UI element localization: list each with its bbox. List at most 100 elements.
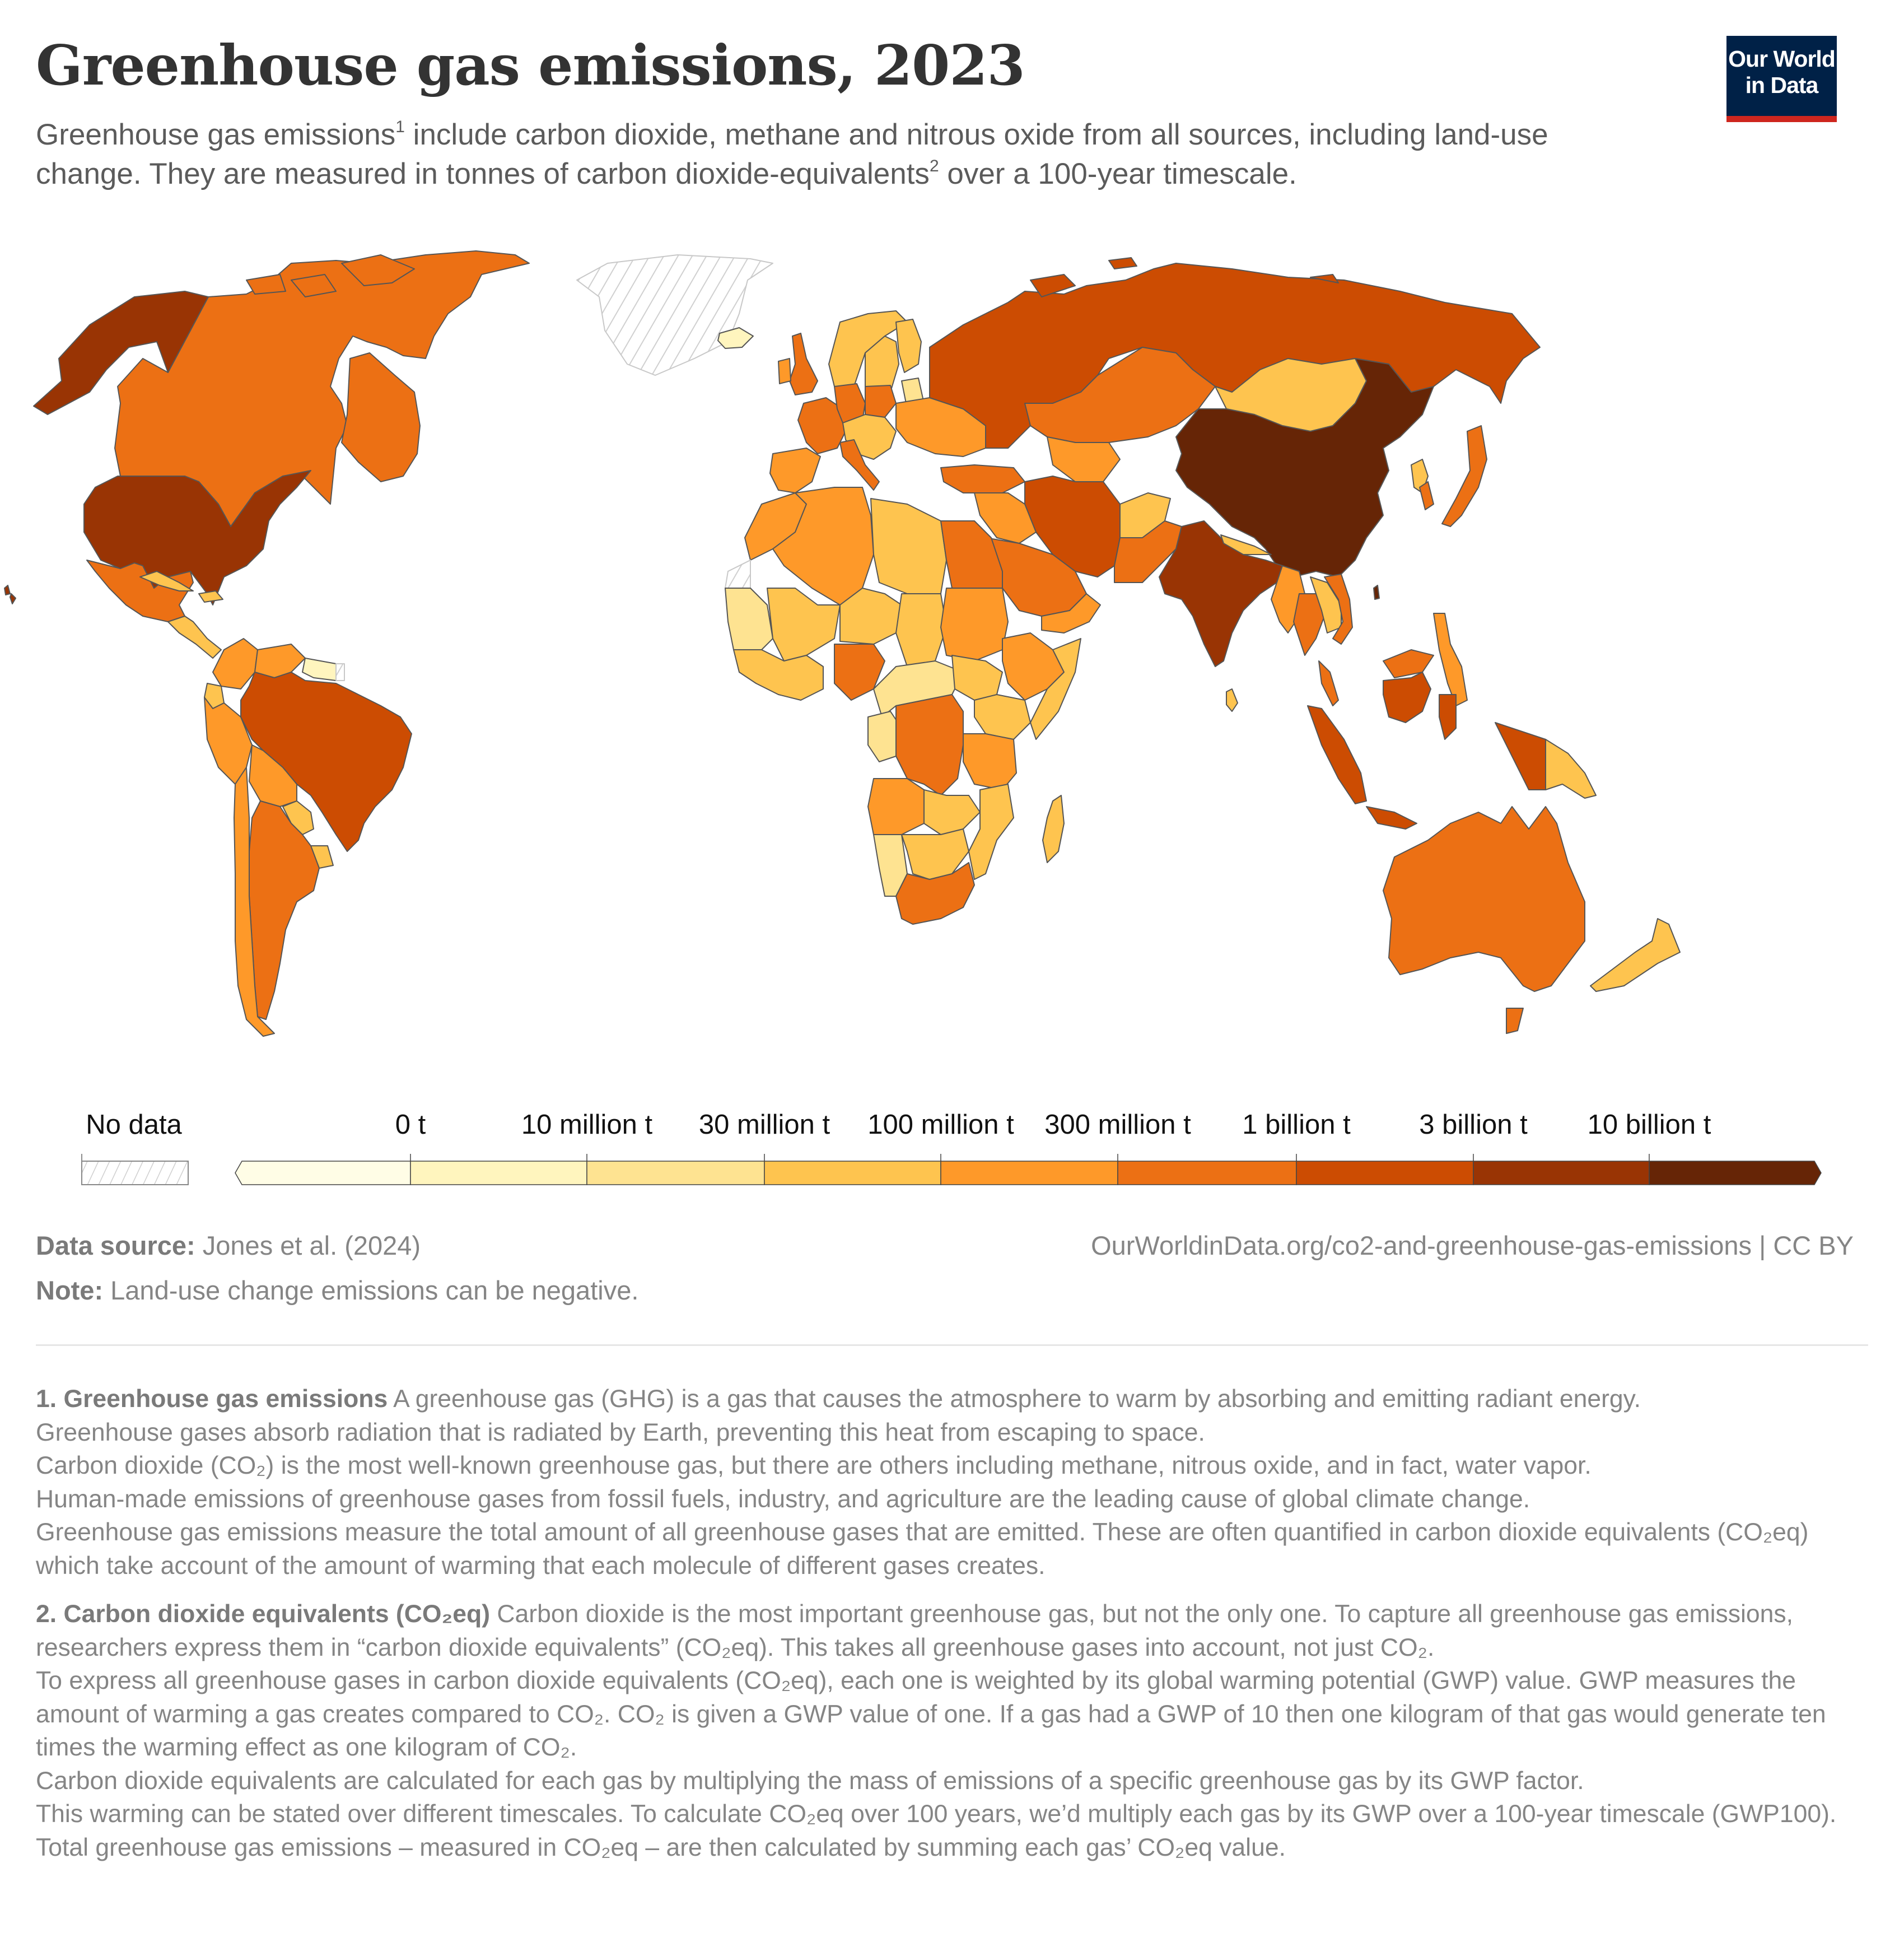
divider xyxy=(36,1344,1868,1346)
country-western-sahara[interactable] xyxy=(725,560,751,589)
country-italy[interactable] xyxy=(839,439,880,491)
country-south-korea[interactable] xyxy=(1419,481,1434,510)
country-hispaniola[interactable] xyxy=(198,590,223,603)
country-dr-congo[interactable] xyxy=(895,694,964,796)
subtitle-text-3: over a 100-year timescale. xyxy=(939,157,1297,190)
country-chad[interactable] xyxy=(895,593,947,667)
country-french-guiana[interactable] xyxy=(335,663,345,681)
country-mali[interactable] xyxy=(767,588,841,662)
country-pakistan[interactable] xyxy=(1114,520,1182,583)
country-mozambique[interactable] xyxy=(968,784,1014,880)
legend-swatch-bin-5[interactable] xyxy=(1117,1161,1297,1185)
legend-swatch-bin-2[interactable] xyxy=(586,1161,765,1185)
country-finland[interactable] xyxy=(895,319,922,373)
country-west-africa-coast[interactable] xyxy=(733,649,824,701)
legend-swatch-bin-3[interactable] xyxy=(764,1161,941,1185)
country-philippines[interactable] xyxy=(1433,613,1468,706)
legend-swatch-bin-1[interactable] xyxy=(410,1161,587,1185)
legend-swatch-bin-0[interactable] xyxy=(235,1161,411,1185)
country-egypt[interactable] xyxy=(940,520,1003,589)
country-nepal-bhutan[interactable] xyxy=(1220,534,1272,555)
legend-label-0: 0 t xyxy=(395,1110,426,1140)
footnote-2-title: 2. Carbon dioxide equivalents (CO₂eq) xyxy=(36,1600,491,1628)
legend-swatch-bin-4[interactable] xyxy=(940,1161,1118,1185)
country-poland[interactable] xyxy=(865,385,897,418)
country-sudan[interactable] xyxy=(940,588,1009,662)
footnote-1-line: Greenhouse gases absorb radiation that i… xyxy=(36,1418,1205,1446)
country-tanzania[interactable] xyxy=(963,733,1017,790)
source-value[interactable]: Jones et al. (2024) xyxy=(202,1231,421,1260)
country-malaysia[interactable] xyxy=(1318,649,1434,706)
country-iceland[interactable] xyxy=(717,327,754,349)
legend-swatch-bin-7[interactable] xyxy=(1473,1161,1650,1185)
country-vietnam[interactable] xyxy=(1324,574,1353,645)
country-papua-new-guinea[interactable] xyxy=(1545,739,1597,799)
country-cuba[interactable] xyxy=(139,571,194,591)
country-alaska-us[interactable] xyxy=(33,291,209,415)
country-australia[interactable] xyxy=(1383,806,1585,992)
country-united-states[interactable] xyxy=(83,470,311,605)
legend-swatch-bin-6[interactable] xyxy=(1296,1161,1474,1185)
country-turkey[interactable] xyxy=(940,464,1025,493)
country-sri-lanka[interactable] xyxy=(1226,688,1238,712)
legend-label-3: 100 million t xyxy=(867,1110,1014,1140)
footnote-ref-1[interactable]: 1 xyxy=(395,118,405,136)
country-guyana-suriname[interactable] xyxy=(302,658,337,681)
country-brazil[interactable] xyxy=(240,672,412,852)
country-indonesia[interactable] xyxy=(1307,672,1546,830)
country-colombia[interactable] xyxy=(212,638,258,690)
country-libya[interactable] xyxy=(870,498,947,594)
note-label: Note: xyxy=(36,1275,104,1305)
country-zambia[interactable] xyxy=(923,789,981,835)
country-tasmania[interactable] xyxy=(1506,1008,1524,1034)
country-central-america[interactable] xyxy=(167,616,222,659)
chart-subtitle: Greenhouse gas emissions1 include carbon… xyxy=(36,115,1660,194)
country-new-zealand[interactable] xyxy=(1590,918,1681,992)
country-russia-north-islands[interactable] xyxy=(1030,257,1339,297)
legend-swatch-bin-8[interactable] xyxy=(1649,1161,1822,1185)
country-venezuela[interactable] xyxy=(254,644,306,678)
legend-bar xyxy=(81,1154,1822,1185)
country-oman-yemen[interactable] xyxy=(1041,593,1101,634)
footnote-2-line: To express all greenhouse gases in carbo… xyxy=(36,1667,1826,1761)
country-greenland[interactable] xyxy=(576,254,773,376)
country-madagascar[interactable] xyxy=(1042,795,1065,863)
footnote-ref-2[interactable]: 2 xyxy=(929,157,939,175)
country-japan[interactable] xyxy=(1441,425,1487,527)
country-south-sudan[interactable] xyxy=(951,655,1003,701)
country-spain-portugal[interactable] xyxy=(769,448,821,493)
footnote-2: 2. Carbon dioxide equivalents (CO₂eq) Ca… xyxy=(36,1597,1861,1864)
footnote-1-line: Carbon dioxide (CO₂) is the most well-kn… xyxy=(36,1452,1592,1479)
country-angola[interactable] xyxy=(867,778,925,835)
chart-title: Greenhouse gas emissions, 2023 xyxy=(36,34,1025,98)
country-somalia[interactable] xyxy=(1030,638,1081,740)
country-canada-arctic-islands[interactable] xyxy=(246,254,415,297)
footnote-1: 1. Greenhouse gas emissions A greenhouse… xyxy=(36,1382,1861,1582)
footnote-2-line: Carbon dioxide equivalents are calculate… xyxy=(36,1767,1584,1795)
footnote-2-line: Carbon dioxide is the most important gre… xyxy=(36,1600,1793,1661)
country-peru[interactable] xyxy=(204,697,253,785)
country-hawaii-us[interactable] xyxy=(4,585,16,604)
country-chile[interactable] xyxy=(234,767,275,1037)
country-canada-east[interactable] xyxy=(341,352,421,482)
country-ireland[interactable] xyxy=(778,358,791,384)
legend-label-7: 10 billion t xyxy=(1587,1110,1711,1140)
country-argentina[interactable] xyxy=(249,800,320,1020)
country-mexico[interactable] xyxy=(86,560,194,622)
country-china[interactable] xyxy=(1175,358,1434,577)
country-uzbekistan-turkmenistan[interactable] xyxy=(1047,436,1121,482)
logo-accent-bar xyxy=(1726,116,1837,122)
country-kenya-uganda[interactable] xyxy=(974,694,1031,740)
source-url-license[interactable]: OurWorldinData.org/co2-and-greenhouse-ga… xyxy=(1091,1231,1854,1260)
source-label: Data source: xyxy=(36,1231,195,1260)
country-uk[interactable] xyxy=(789,333,818,395)
footnote-1-line: Greenhouse gas emissions measure the tot… xyxy=(36,1519,1809,1580)
data-source: Data source: Jones et al. (2024) xyxy=(36,1230,421,1261)
country-south-africa[interactable] xyxy=(895,862,975,925)
legend-swatch-no-data[interactable] xyxy=(81,1161,189,1185)
owid-logo[interactable]: Our World in Data xyxy=(1726,36,1837,122)
country-france[interactable] xyxy=(797,397,846,454)
country-mauritania[interactable] xyxy=(725,588,773,650)
country-iraq-syria[interactable] xyxy=(974,492,1037,544)
country-taiwan[interactable] xyxy=(1373,585,1380,600)
